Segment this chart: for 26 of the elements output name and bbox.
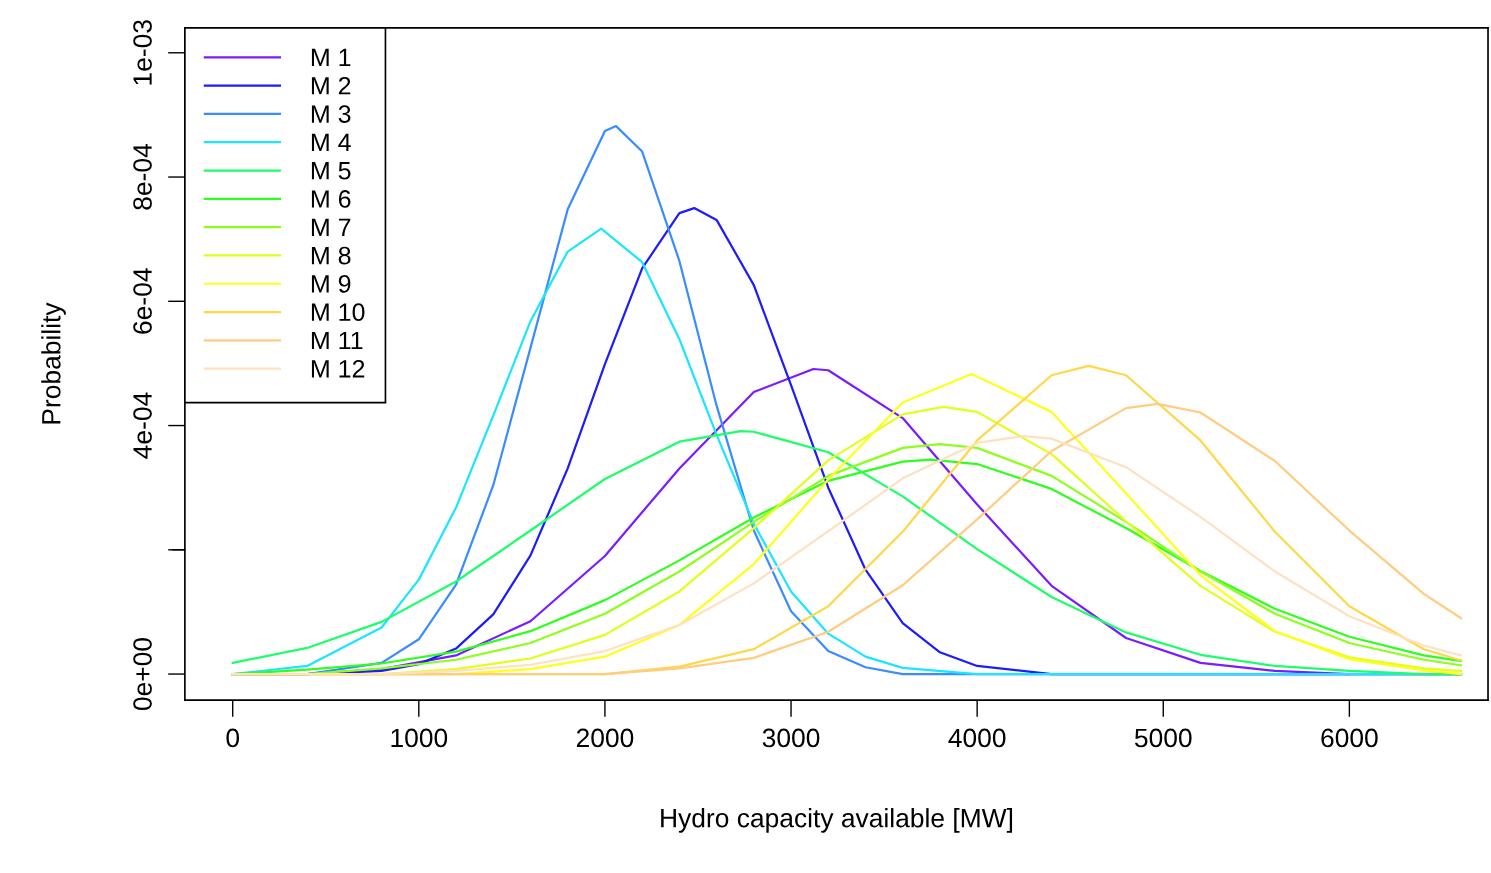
x-tick-label: 4000 bbox=[948, 728, 1006, 748]
x-tick-label: 6000 bbox=[1321, 728, 1378, 748]
legend-label: M 9 bbox=[311, 275, 351, 293]
legend-label: M 12 bbox=[311, 359, 365, 378]
y-tick-label: 1e-03 bbox=[133, 20, 152, 85]
x-axis-title: Hydro capacity available [MW] bbox=[661, 808, 1013, 833]
x-tick-label: 2000 bbox=[576, 728, 634, 748]
x-tick-label: 0 bbox=[226, 728, 240, 748]
x-tick-label: 1000 bbox=[391, 728, 448, 748]
legend-label: M 8 bbox=[311, 246, 351, 265]
y-axis-title: Probability bbox=[41, 302, 66, 424]
legend-label: M 3 bbox=[311, 105, 351, 123]
y-tick-label: 8e-04 bbox=[133, 144, 152, 210]
x-tick-label: 3000 bbox=[762, 728, 820, 748]
y-tick-label: 0e+00 bbox=[133, 638, 152, 711]
legend-label: M 11 bbox=[311, 331, 363, 350]
x-tick-label: 5000 bbox=[1134, 728, 1192, 748]
legend-label: M 7 bbox=[311, 218, 351, 236]
legend-label: M 1 bbox=[311, 48, 351, 67]
y-tick-label: 4e-04 bbox=[133, 392, 152, 459]
legend-label: M 6 bbox=[311, 190, 351, 208]
legend-label: M 10 bbox=[311, 303, 365, 322]
legend-label: M 5 bbox=[311, 162, 351, 180]
legend-label: M 4 bbox=[311, 133, 351, 151]
legend-label: M 2 bbox=[311, 76, 351, 95]
y-tick-label: 6e-04 bbox=[133, 268, 152, 334]
